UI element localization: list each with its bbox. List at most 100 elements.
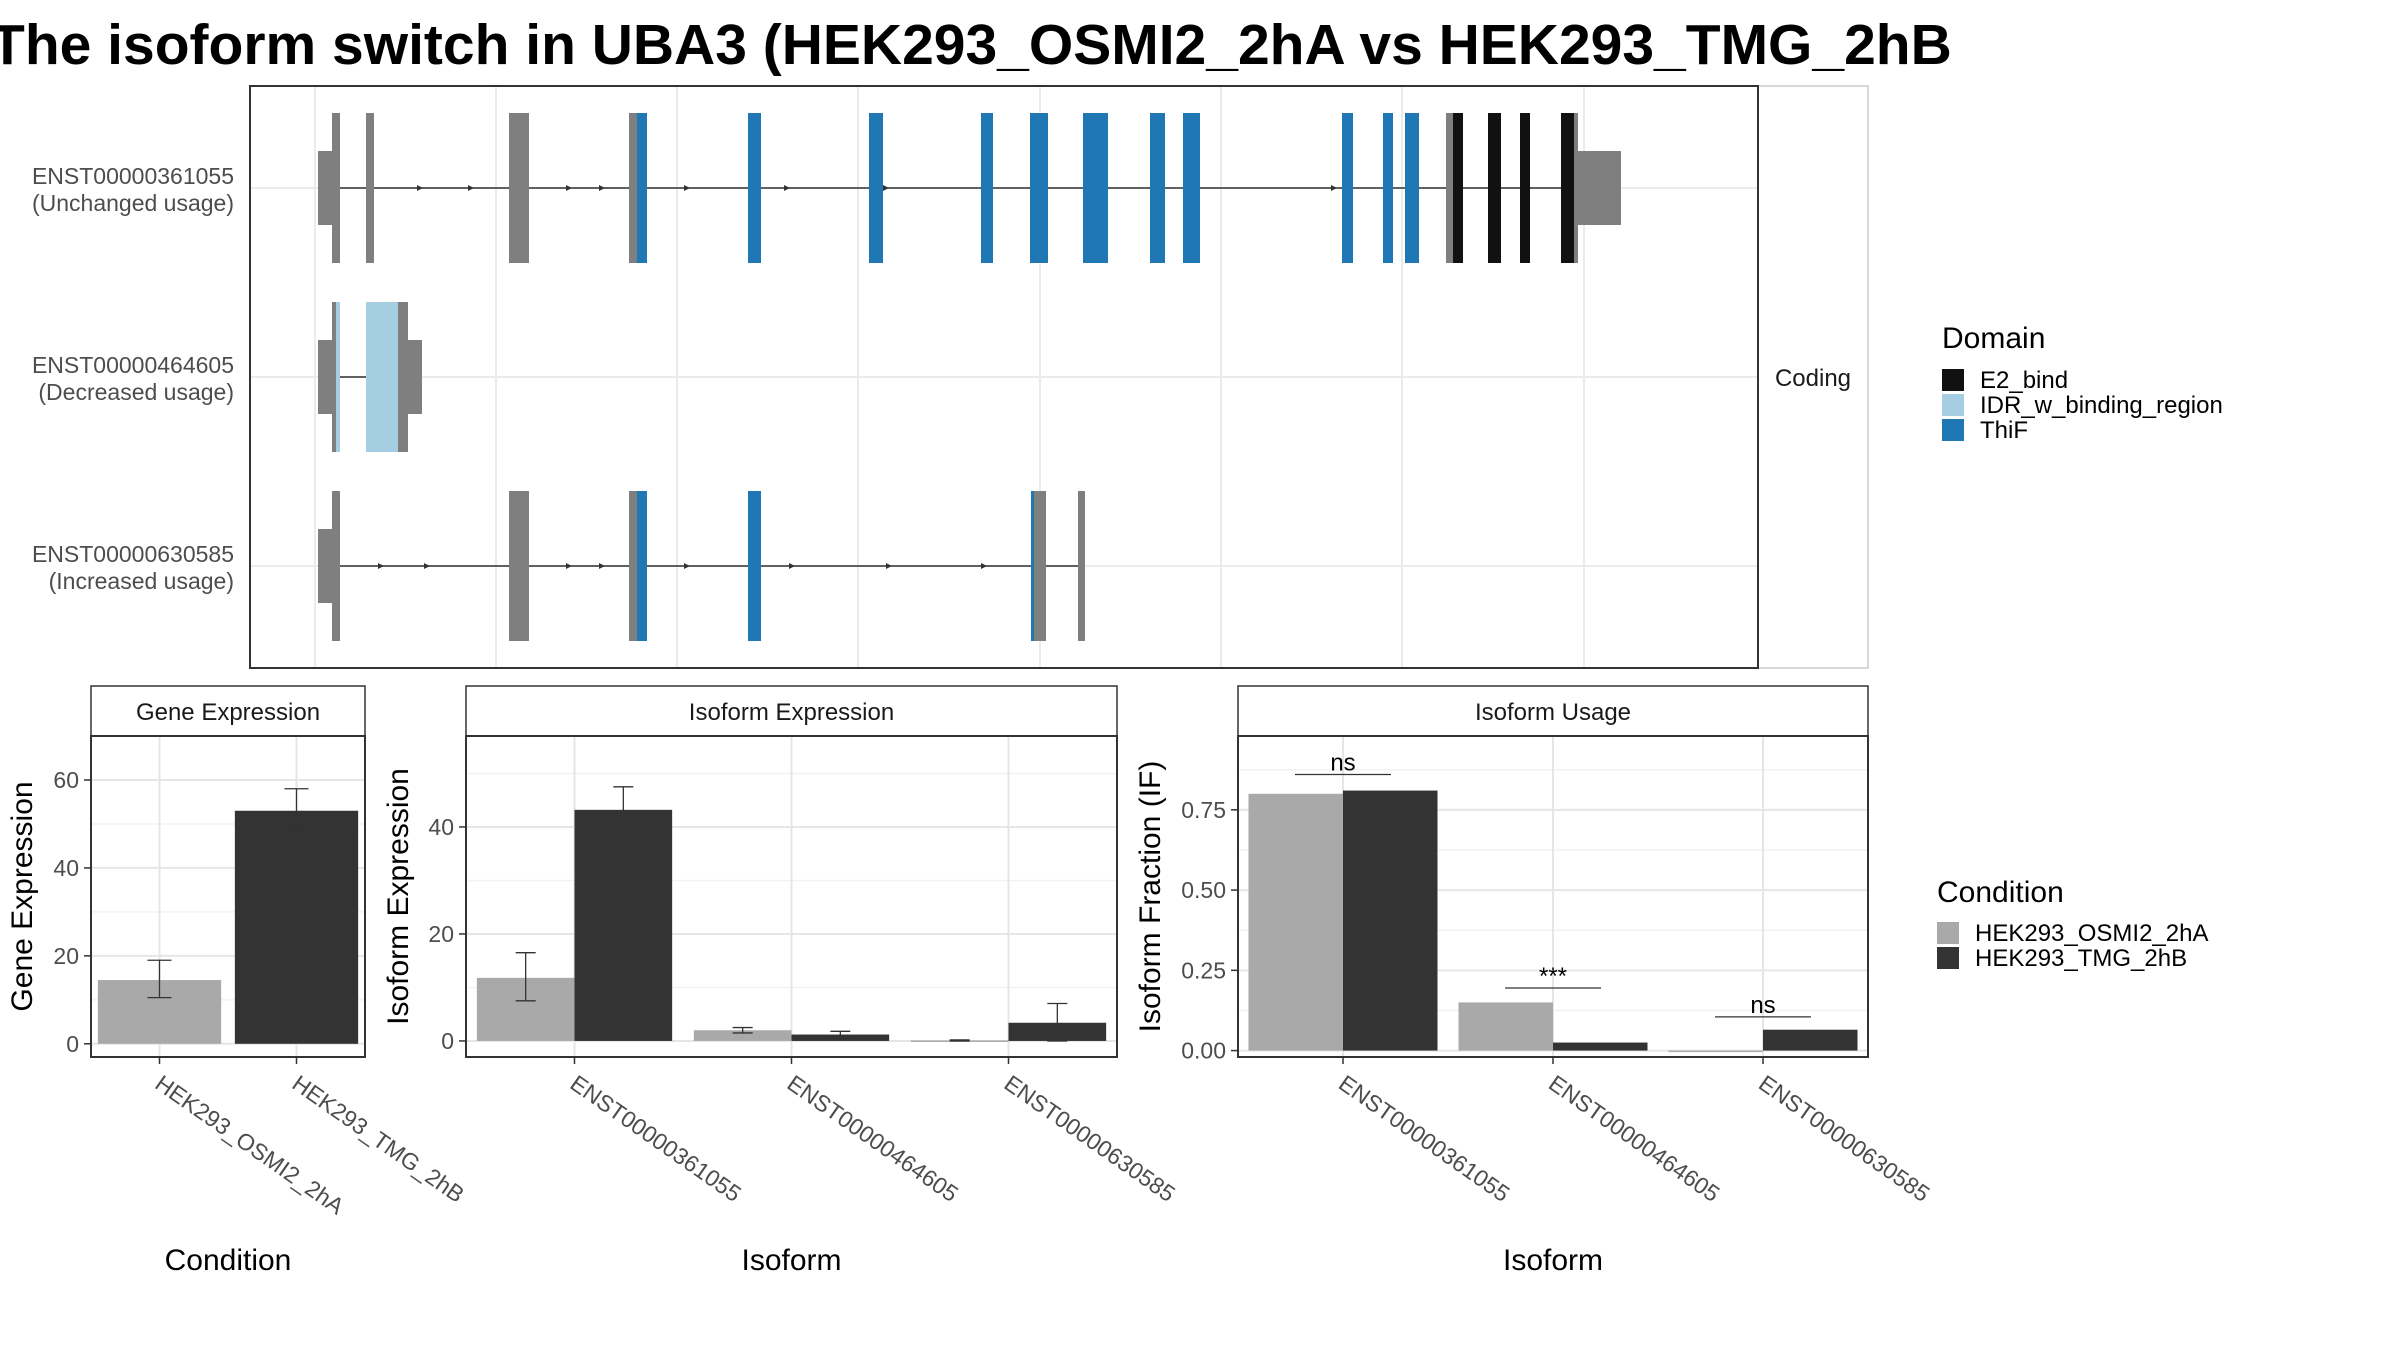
y-tick-label: 0.00 — [1181, 1038, 1226, 1064]
page-title: The isoform switch in UBA3 (HEK293_OSMI2… — [0, 13, 1952, 77]
x-tick-label: ENST00000630585 — [1754, 1070, 1934, 1207]
transcript-row: ENST00000464605(Decreased usage) — [32, 302, 422, 452]
exon-segment — [1083, 113, 1108, 263]
exon-segment — [637, 113, 647, 263]
condition-legend-key — [1937, 947, 1959, 969]
domain-legend-label: IDR_w_binding_region — [1980, 392, 2223, 419]
exon-segment — [1453, 113, 1463, 263]
panel-strip-title: Isoform Usage — [1475, 699, 1631, 726]
panel-strip-title: Isoform Expression — [689, 699, 894, 726]
direction-arrow — [566, 185, 572, 191]
exon-segment — [332, 491, 340, 641]
exon-segment — [398, 302, 408, 452]
bar — [574, 809, 673, 1041]
significance-label: *** — [1539, 963, 1567, 990]
exon-segment — [509, 491, 529, 641]
condition-legend-label: HEK293_TMG_2hB — [1975, 945, 2187, 972]
x-axis-title: Condition — [165, 1244, 292, 1277]
y-tick-label: 0.50 — [1181, 877, 1226, 903]
transcript-usage-label: (Increased usage) — [49, 568, 234, 594]
transcript-row: ENST00000630585(Increased usage) — [32, 491, 1085, 641]
exon-segment — [1405, 113, 1419, 263]
exon-segment — [1520, 113, 1530, 263]
gene-expression-panel: Gene Expression0204060HEK293_OSMI2_2hAHE… — [6, 685, 469, 1277]
exon-segment — [318, 529, 332, 603]
direction-arrow — [789, 563, 795, 569]
bar — [693, 1030, 792, 1041]
direction-arrow — [684, 185, 690, 191]
domain-legend-title: Domain — [1942, 322, 2045, 355]
direction-arrow — [378, 563, 384, 569]
bar — [1763, 1029, 1858, 1051]
exon-segment — [366, 302, 398, 452]
exon-segment — [408, 340, 422, 414]
direction-arrow — [886, 563, 892, 569]
x-tick-label: ENST00000464605 — [1544, 1070, 1724, 1207]
y-tick-label: 40 — [53, 855, 79, 881]
isoform-usage-panel: Isoform Usage ns *** ns 0.00 0.25 0.50 0.75 ENST… — [1134, 685, 1935, 1277]
x-tick-label: ENST00000464605 — [783, 1070, 963, 1207]
exon-segment — [629, 491, 637, 641]
direction-arrow — [599, 563, 605, 569]
exon-segment — [1561, 113, 1574, 263]
panel-strip — [1237, 685, 1869, 737]
transcript-id-label: ENST00000630585 — [32, 541, 234, 567]
x-tick-label: ENST00000361055 — [566, 1070, 746, 1207]
significance-label: ns — [1330, 750, 1355, 777]
y-tick-label: 20 — [428, 921, 454, 947]
exon-segment — [1342, 113, 1353, 263]
direction-arrow — [468, 185, 474, 191]
domain-legend-key — [1942, 419, 1964, 441]
exon-segment — [1488, 113, 1501, 263]
y-tick-label: 20 — [53, 943, 79, 969]
bar — [1458, 1002, 1553, 1051]
domain-legend-label: ThiF — [1980, 417, 2028, 444]
bar — [1553, 1042, 1648, 1051]
exon-segment — [981, 113, 993, 263]
isoform-expression-panel: Isoform Expression 0 20 40 ENST00000361055 EN… — [382, 685, 1180, 1277]
x-axis-title: Isoform — [1503, 1244, 1603, 1277]
direction-arrow — [784, 185, 790, 191]
domain-legend-label: E2_bind — [1980, 367, 2068, 394]
direction-arrow — [883, 185, 889, 191]
bar — [1343, 790, 1438, 1051]
exon-segment — [1383, 113, 1393, 263]
exon-segment — [318, 151, 332, 225]
exon-segment — [1446, 113, 1453, 263]
transcript-row: ENST00000361055(Unchanged usage) — [32, 113, 1621, 263]
condition-legend-title: Condition — [1937, 876, 2064, 909]
exon-segment — [1574, 113, 1578, 263]
condition-legend-label: HEK293_OSMI2_2hA — [1975, 920, 2208, 947]
direction-arrow — [417, 185, 423, 191]
x-tick-label: ENST00000361055 — [1334, 1070, 1514, 1207]
x-axis-title: Isoform — [741, 1244, 841, 1277]
y-tick-label: 0 — [66, 1031, 79, 1057]
y-tick-label: 40 — [428, 814, 454, 840]
direction-arrow — [599, 185, 605, 191]
y-axis-title: Gene Expression — [6, 781, 39, 1011]
exon-segment — [1030, 113, 1048, 263]
exon-segment — [748, 113, 761, 263]
exon-segment — [629, 113, 637, 263]
transcript-id-label: ENST00000464605 — [32, 352, 234, 378]
x-tick-label: ENST00000630585 — [1000, 1070, 1180, 1207]
exon-segment — [1183, 113, 1200, 263]
exon-segment — [869, 113, 883, 263]
exon-segment — [332, 113, 340, 263]
direction-arrow — [424, 563, 430, 569]
direction-arrow — [981, 563, 987, 569]
y-axis-title: Isoform Fraction (IF) — [1134, 761, 1167, 1033]
direction-arrow — [566, 563, 572, 569]
bar — [1668, 1050, 1763, 1053]
panel-strip — [90, 685, 366, 737]
structure-panel-border — [249, 85, 1759, 669]
exon-segment — [1578, 151, 1621, 225]
exon-segment — [1031, 491, 1034, 641]
y-tick-label: 0 — [441, 1028, 454, 1054]
condition-legend-key — [1937, 922, 1959, 944]
exon-segment — [318, 340, 332, 414]
facet-strip — [1757, 85, 1869, 669]
direction-arrow — [684, 563, 690, 569]
y-tick-label: 60 — [53, 767, 79, 793]
